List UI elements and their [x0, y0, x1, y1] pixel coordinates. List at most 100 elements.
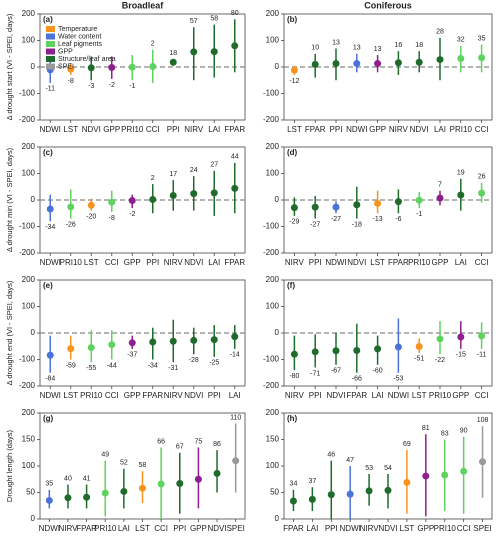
point	[157, 480, 165, 488]
value-label: -3	[88, 83, 94, 90]
point	[436, 335, 444, 343]
point	[67, 203, 75, 211]
y-tick-label: 0	[275, 328, 280, 337]
point	[353, 346, 361, 354]
legend-swatch	[46, 63, 55, 70]
point	[87, 344, 95, 352]
x-tick-label: PRI10	[94, 524, 117, 533]
x-tick-label: NDWI	[346, 125, 367, 134]
point	[478, 332, 486, 340]
value-label: -44	[107, 362, 117, 369]
value-label: 37	[308, 478, 316, 485]
legend-label: Leaf pigments	[58, 41, 102, 48]
point	[365, 487, 373, 495]
point	[120, 487, 128, 495]
legend-swatch	[46, 56, 55, 62]
value-label: -66	[352, 376, 362, 383]
y-axis-label: Δ drought start (VI - SPEI, days)	[5, 13, 14, 120]
value-label: -20	[86, 213, 96, 220]
panel-label: (g)	[43, 414, 54, 423]
x-tick-label: PRI10	[408, 258, 431, 267]
value-label: 44	[231, 154, 239, 161]
point	[394, 343, 402, 351]
y-tick-label: 200	[22, 275, 36, 284]
point	[384, 486, 392, 494]
value-label: 35	[478, 35, 486, 42]
point	[403, 478, 411, 486]
x-tick-label: CCI	[154, 524, 168, 533]
value-label: -8	[68, 78, 74, 85]
value-label: -28	[189, 357, 199, 364]
y-tick-label: 200	[266, 142, 280, 151]
point	[176, 479, 184, 487]
x-tick-label: FPAR	[283, 524, 304, 533]
x-tick-label: LAI	[434, 125, 446, 134]
y-tick-label: 50	[270, 488, 279, 497]
x-tick-label: LST	[400, 524, 415, 533]
value-label: 54	[384, 465, 392, 472]
point	[460, 467, 468, 475]
y-tick-label: 200	[22, 9, 36, 18]
value-label: 2	[151, 41, 155, 48]
x-tick-label: PPI	[309, 391, 322, 400]
x-tick-label: NDWI	[40, 391, 61, 400]
value-label: 26	[478, 174, 486, 181]
legend-swatch	[46, 41, 55, 47]
point	[441, 471, 449, 479]
value-label: 110	[230, 414, 241, 421]
point	[231, 184, 239, 192]
x-tick-label: LAI	[229, 391, 241, 400]
point	[169, 191, 177, 199]
x-tick-label: PRI10	[60, 258, 83, 267]
point	[311, 60, 319, 68]
y-tick-label: 0	[275, 514, 280, 523]
point	[479, 458, 487, 466]
value-label: 81	[422, 425, 430, 432]
point	[231, 333, 239, 341]
x-tick-label: FPAR	[305, 125, 326, 134]
legend-label: SPEI	[58, 63, 74, 70]
point	[436, 56, 444, 64]
value-label: 7	[438, 182, 442, 189]
point	[210, 336, 218, 344]
x-tick-label: NDWI	[40, 125, 61, 134]
x-tick-label: FPAR	[224, 258, 245, 267]
value-label: 13	[332, 39, 340, 46]
value-label: 86	[213, 441, 221, 448]
x-tick-label: PRI10	[434, 524, 457, 533]
y-axis-label: Δ drought min (VI - SPEI, days)	[5, 147, 14, 252]
x-tick-label: FPAR	[388, 258, 409, 267]
y-tick-label: -200	[19, 115, 36, 124]
y-tick-label: 200	[266, 408, 280, 417]
y-tick-label: -200	[19, 381, 36, 390]
x-tick-label: GPP	[124, 258, 141, 267]
point	[308, 495, 316, 503]
point	[83, 493, 91, 501]
y-tick-label: 100	[22, 461, 36, 470]
point	[149, 195, 157, 203]
value-label: 66	[157, 438, 165, 445]
point	[457, 55, 465, 63]
y-tick-label: 0	[31, 62, 36, 71]
y-tick-label: 0	[31, 328, 36, 337]
point	[139, 484, 146, 492]
value-label: -27	[310, 221, 320, 228]
x-tick-label: CCI	[457, 524, 471, 533]
value-label: -67	[331, 368, 341, 375]
value-label: -31	[168, 365, 178, 372]
point	[415, 58, 423, 66]
point	[415, 343, 423, 351]
legend-swatch	[46, 48, 55, 55]
y-tick-label: 200	[22, 408, 36, 417]
value-label: -13	[373, 216, 383, 223]
x-tick-label: LST	[412, 391, 427, 400]
value-label: 2	[151, 175, 155, 182]
x-tick-label: PRI10	[80, 391, 103, 400]
y-tick-label: -100	[19, 89, 36, 98]
x-tick-label: PPI	[208, 391, 221, 400]
x-tick-label: CCI	[475, 125, 489, 134]
x-tick-label: FPAR	[142, 391, 163, 400]
value-label: 35	[45, 481, 53, 488]
value-label: 40	[64, 475, 72, 482]
x-tick-label: LST	[370, 258, 385, 267]
